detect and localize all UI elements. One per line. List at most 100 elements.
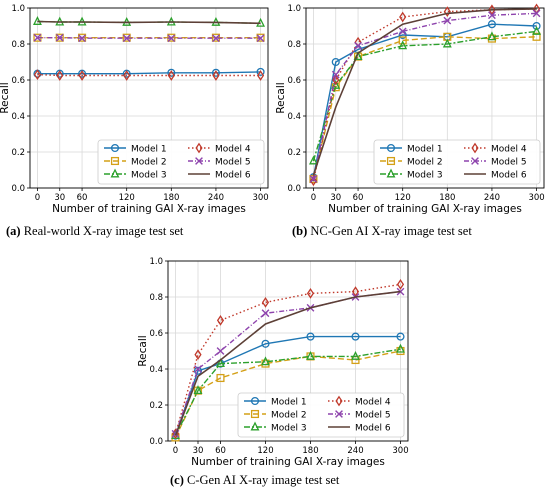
legend-label: Model 4 <box>355 398 391 408</box>
legend-label: Model 1 <box>407 145 443 155</box>
legend-label: Model 2 <box>271 411 307 421</box>
caption-c: (c) C-Gen AI X-ray image test set <box>170 473 340 487</box>
data-point-model-5 <box>212 34 220 43</box>
y-tick-label: 0.0 <box>149 437 163 447</box>
series-line-model-6 <box>312 8 537 176</box>
data-point-model-4 <box>332 74 340 86</box>
caption-a: (a) Real-world X-ray image test set <box>6 224 184 238</box>
data-point-model-4 <box>194 349 202 360</box>
legend-label: Model 6 <box>355 424 391 434</box>
x-axis-label: Number of training GAI X-ray images <box>328 203 522 215</box>
data-point-model-1 <box>331 57 340 67</box>
data-point-model-1 <box>211 68 220 77</box>
data-point-model-1 <box>256 67 265 76</box>
plot-frame <box>29 7 269 189</box>
y-tick-label: 0.8 <box>287 40 301 50</box>
data-point-model-2 <box>256 33 265 42</box>
legend-marker <box>195 157 203 165</box>
legend-label: Model 6 <box>491 171 527 181</box>
legend-marker <box>110 156 120 166</box>
data-point-model-3 <box>396 343 405 353</box>
y-tick-label: 1.0 <box>11 4 25 14</box>
legend-label: Model 5 <box>215 158 251 168</box>
x-axis-label: Number of training GAI X-ray images <box>191 456 385 468</box>
data-point-model-2 <box>216 373 225 383</box>
data-point-model-1 <box>261 339 270 348</box>
y-tick-label: 0.4 <box>149 365 163 375</box>
legend-marker <box>250 421 260 431</box>
data-point-model-4 <box>351 286 360 297</box>
legend-label: Model 2 <box>407 158 443 168</box>
chart-panel-c: 0.0 0.2 0.4 0.6 0.8 1.0 0 30 60 120 180 240 300 Numbe… <box>137 257 409 468</box>
data-point-model-5 <box>532 9 541 18</box>
data-point-model-1 <box>396 332 405 341</box>
data-point-model-4 <box>56 70 64 81</box>
data-point-model-5 <box>331 70 340 79</box>
legend-label: Model 3 <box>407 171 443 181</box>
data-point-model-5 <box>194 365 202 373</box>
data-point-model-4 <box>399 11 407 23</box>
y-axis-label: Recall <box>0 82 11 113</box>
legend-box <box>373 139 541 185</box>
data-point-model-3 <box>306 350 315 360</box>
chart-panel-a: 0.0 0.2 0.4 0.6 0.8 1.0 0 30 60 120 180 240 300 Numbe… <box>0 4 269 215</box>
y-tick-label: 0.2 <box>287 148 301 158</box>
data-point-model-2 <box>532 32 541 41</box>
x-tick-label: 0 <box>311 193 316 203</box>
x-tick-label: 30 <box>54 193 65 203</box>
legend-marker <box>386 143 396 153</box>
data-point-model-4 <box>309 175 318 187</box>
legend-marker <box>250 396 260 406</box>
x-axis-label: Number of training GAI X-ray images <box>52 203 246 215</box>
y-tick-label: 0.6 <box>149 329 163 339</box>
y-tick-label: 0.0 <box>287 184 301 194</box>
y-tick-label: 1.0 <box>287 4 301 14</box>
y-tick-label: 0.8 <box>11 40 25 50</box>
y-tick-label: 0.6 <box>287 76 301 86</box>
x-tick-label: 0 <box>173 446 178 456</box>
y-tick-label: 0.4 <box>287 112 301 122</box>
plot-frame <box>167 260 409 442</box>
data-point-model-4 <box>256 70 265 81</box>
legend-box <box>97 139 265 185</box>
legend-label: Model 4 <box>215 145 251 155</box>
x-tick-label: 120 <box>119 193 135 203</box>
x-tick-label: 60 <box>215 446 226 456</box>
data-point-model-4 <box>167 70 175 81</box>
legend-marker <box>195 142 203 154</box>
legend-marker <box>250 409 260 419</box>
plot-frame <box>305 7 545 189</box>
series-line-model-1 <box>312 23 537 178</box>
x-tick-label: 0 <box>35 193 40 203</box>
data-point-model-3 <box>351 350 360 360</box>
series-line-model-6 <box>174 290 401 436</box>
data-point-model-1 <box>487 20 496 29</box>
y-tick-label: 0.2 <box>11 148 25 158</box>
x-tick-label: 240 <box>347 446 363 456</box>
data-point-model-5 <box>78 34 86 43</box>
x-tick-label: 240 <box>208 193 224 203</box>
data-point-model-4 <box>123 70 131 81</box>
data-point-model-4 <box>78 70 86 81</box>
legend-marker <box>110 143 120 153</box>
legend-marker <box>471 157 479 165</box>
data-point-model-3 <box>308 155 318 165</box>
y-axis-label: Recall <box>137 335 149 366</box>
data-point-model-1 <box>532 21 541 31</box>
data-point-model-1 <box>351 332 360 341</box>
y-tick-label: 0.0 <box>11 184 25 194</box>
data-point-model-3 <box>216 358 225 368</box>
x-tick-label: 30 <box>330 193 341 203</box>
data-point-model-5 <box>398 27 407 36</box>
data-point-model-1 <box>193 366 203 375</box>
legend-marker <box>110 168 120 178</box>
legend-label: Model 1 <box>271 398 307 408</box>
legend-label: Model 3 <box>271 424 307 434</box>
data-point-model-5 <box>261 309 270 318</box>
x-tick-label: 180 <box>439 193 455 203</box>
series-line-model-3 <box>312 30 537 162</box>
data-point-model-4 <box>306 288 315 299</box>
data-point-model-1 <box>306 332 315 341</box>
series-line-model-1 <box>37 71 261 75</box>
